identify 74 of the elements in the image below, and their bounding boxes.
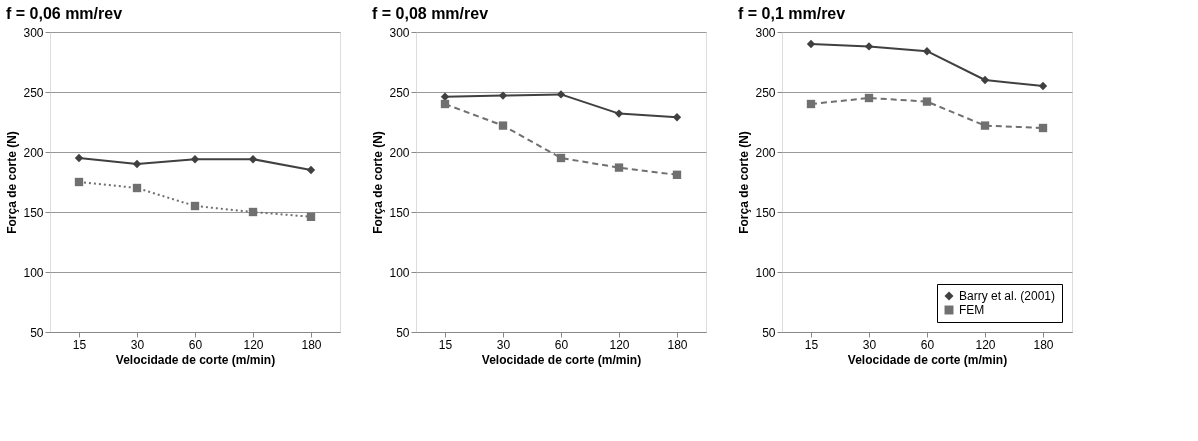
- x-axis-title: Velocidade de corte (m/min): [115, 352, 276, 367]
- point: [498, 121, 508, 130]
- point: [132, 183, 142, 193]
- point: [672, 113, 682, 122]
- point: [672, 170, 682, 179]
- point: [556, 153, 566, 163]
- x-tick-label: 60: [188, 337, 203, 352]
- x-tick-label: 60: [920, 337, 935, 352]
- y-tick-label: 200: [389, 145, 410, 160]
- y-tick-label: 300: [23, 25, 44, 40]
- x-tick-label: 180: [1033, 337, 1054, 352]
- y-tick-label: 150: [389, 205, 410, 220]
- y-tick-label: 150: [23, 205, 44, 220]
- point: [922, 97, 932, 106]
- point: [498, 91, 508, 100]
- x-tick-label: 15: [438, 337, 453, 352]
- point: [190, 155, 200, 164]
- x-axis-title: Velocidade de corte (m/min): [847, 352, 1008, 367]
- point: [980, 75, 990, 85]
- y-tick-label: 250: [755, 85, 776, 100]
- point: [806, 39, 816, 49]
- point: [440, 99, 450, 109]
- point: [248, 207, 258, 217]
- y-axis-title: Força de corte (N): [737, 131, 752, 234]
- point: [190, 201, 200, 211]
- point: [864, 93, 874, 103]
- x-tick-label: 60: [554, 337, 569, 352]
- point: [306, 165, 316, 175]
- y-tick-label: 200: [23, 145, 44, 160]
- x-tick-label: 180: [301, 337, 322, 352]
- y-tick-label: 300: [755, 25, 776, 40]
- x-tick-label: 30: [130, 337, 145, 352]
- point: [440, 92, 450, 101]
- point: [248, 155, 258, 164]
- y-axis-title: Força de corte (N): [5, 131, 20, 234]
- x-tick-label: 120: [243, 337, 264, 352]
- point: [1038, 81, 1048, 91]
- x-tick-label: 180: [667, 337, 688, 352]
- y-tick-label: 100: [389, 265, 410, 280]
- x-tick-label: 15: [72, 337, 87, 352]
- x-tick-label: 120: [975, 337, 996, 352]
- x-axis-title: Velocidade de corte (m/min): [481, 352, 642, 367]
- legend-label: FEM: [959, 303, 985, 317]
- y-axis-title: Força de corte (N): [371, 131, 386, 234]
- point: [922, 47, 932, 56]
- y-tick-label: 150: [755, 205, 776, 220]
- x-tick-label: 30: [496, 337, 511, 352]
- y-tick-label: 200: [755, 145, 776, 160]
- point: [614, 109, 624, 118]
- point: [614, 163, 624, 172]
- x-tick-label: 30: [862, 337, 877, 352]
- y-tick-label: 250: [389, 85, 410, 100]
- point: [74, 153, 84, 163]
- chart-title: f = 0,06 mm/rev: [5, 5, 123, 22]
- y-tick-label: 100: [23, 265, 44, 280]
- point: [980, 121, 990, 130]
- y-tick-label: 50: [396, 325, 410, 340]
- point: [132, 159, 142, 169]
- chart-title: f = 0,1 mm/rev: [737, 5, 846, 22]
- point: [864, 42, 874, 51]
- legend-label: Barry et al. (2001): [959, 289, 1056, 303]
- y-tick-label: 50: [30, 325, 44, 340]
- point: [806, 99, 816, 109]
- x-tick-label: 15: [804, 337, 819, 352]
- y-tick-label: 250: [23, 85, 44, 100]
- x-tick-label: 120: [609, 337, 630, 352]
- point: [306, 212, 316, 221]
- point: [74, 177, 84, 187]
- y-tick-label: 300: [389, 25, 410, 40]
- chart-title: f = 0,08 mm/rev: [371, 5, 489, 22]
- y-tick-label: 50: [762, 325, 776, 340]
- point: [556, 90, 566, 99]
- y-tick-label: 100: [755, 265, 776, 280]
- point: [1038, 123, 1048, 133]
